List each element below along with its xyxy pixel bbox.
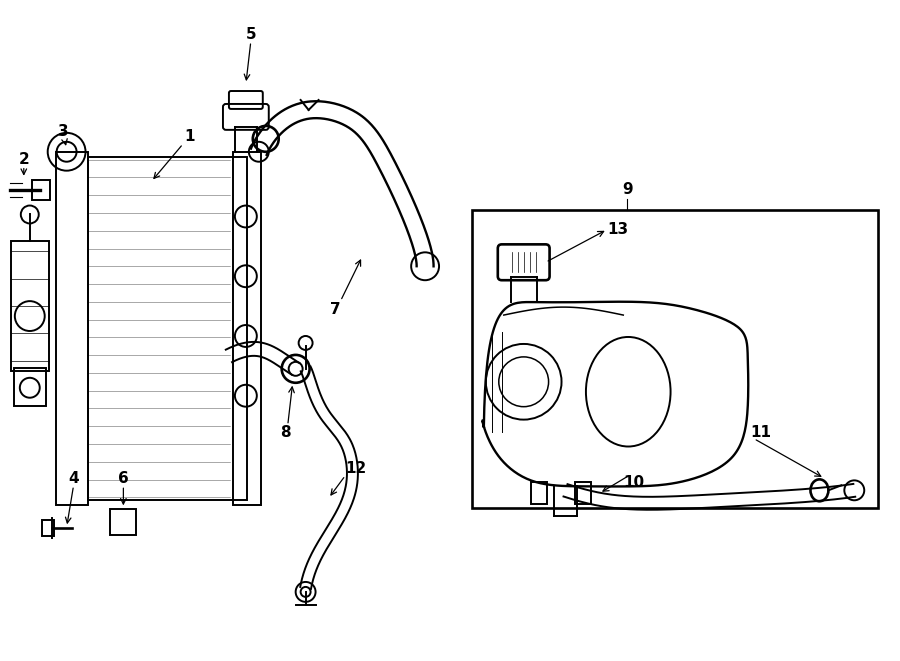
Text: 4: 4 (68, 471, 79, 486)
Bar (41, 520, 54, 536)
Bar (87, 157, 247, 500)
Bar (14, 368, 46, 406)
Text: 8: 8 (281, 425, 291, 440)
Bar (575, 483, 591, 504)
Text: 6: 6 (118, 471, 129, 486)
Text: 13: 13 (608, 222, 628, 237)
Text: 2: 2 (18, 152, 29, 167)
Text: 5: 5 (246, 26, 256, 42)
Text: 9: 9 (622, 182, 633, 197)
Text: 1: 1 (184, 130, 194, 144)
Bar (472, 210, 878, 508)
Text: 11: 11 (751, 425, 771, 440)
Bar (11, 241, 49, 371)
Bar (32, 180, 50, 200)
Text: 10: 10 (624, 475, 644, 490)
Bar (111, 509, 136, 535)
Text: 12: 12 (346, 461, 366, 476)
Bar (56, 152, 87, 505)
Text: 3: 3 (58, 124, 69, 139)
Text: 7: 7 (330, 301, 341, 317)
Bar (233, 152, 261, 505)
Bar (531, 483, 546, 504)
